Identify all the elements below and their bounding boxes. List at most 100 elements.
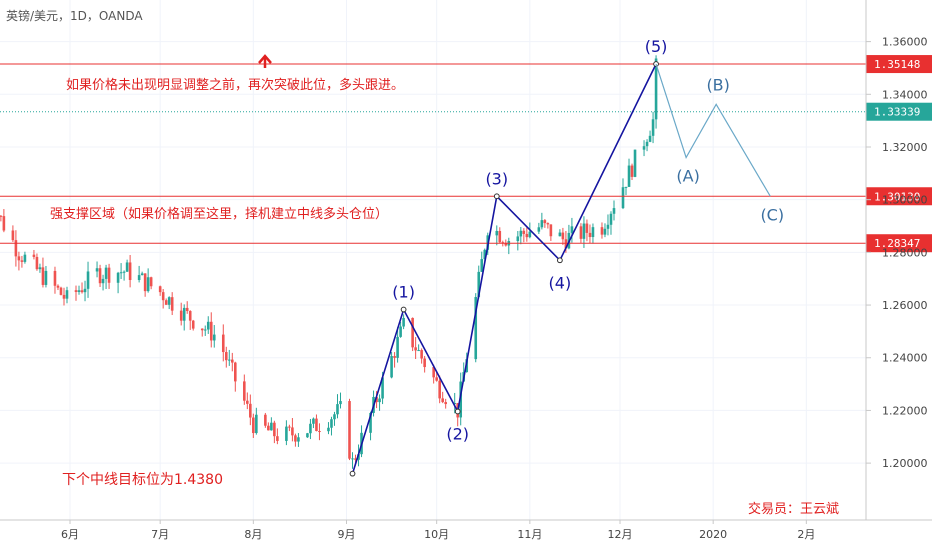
candle-body <box>582 223 586 239</box>
x-tick-label: 12月 <box>608 528 633 541</box>
candle-body <box>645 141 649 147</box>
x-tick-label: 2月 <box>797 528 815 541</box>
candle-body <box>95 268 99 272</box>
candle-body <box>444 402 447 405</box>
candle-body <box>276 436 279 441</box>
wave-label: (1) <box>392 283 415 302</box>
candle-body <box>273 422 276 437</box>
candle-body <box>540 220 544 228</box>
candle-body <box>35 256 39 270</box>
y-tick-label: 1.34000 <box>882 88 928 101</box>
candle-body <box>98 268 102 284</box>
wave-point <box>349 470 356 477</box>
time-axis[interactable]: 6月 7月 8月 9月 10月 11月 12月 2020 2月 <box>61 520 815 541</box>
candle-body <box>519 230 523 237</box>
wave-label: (4) <box>549 273 572 292</box>
candle-body <box>122 271 126 273</box>
candle-body <box>212 334 216 341</box>
candle-body <box>483 249 487 260</box>
candle-body <box>0 215 3 217</box>
candle-body <box>65 290 69 299</box>
candle-body <box>246 400 249 404</box>
price-axis[interactable]: 1.36000 1.34000 1.32000 1.30000 1.28000 1.260… <box>866 36 928 471</box>
candle-body <box>17 256 21 261</box>
candle-body <box>252 417 255 434</box>
y-tick-label: 1.28000 <box>882 246 928 259</box>
candle-body <box>315 418 318 432</box>
candle-body <box>230 359 234 363</box>
candle-body <box>348 401 351 459</box>
x-tick-label: 6月 <box>61 528 79 541</box>
candle-body <box>80 290 84 293</box>
x-tick-label: 9月 <box>338 528 356 541</box>
candle-body <box>528 231 532 238</box>
candle-body <box>137 275 141 281</box>
y-tick-label: 1.26000 <box>882 299 928 312</box>
y-tick-label: 1.22000 <box>882 404 928 417</box>
candle-body <box>516 236 520 242</box>
correction-label: (B) <box>706 75 729 94</box>
candle-body <box>128 262 132 281</box>
candle-body <box>543 220 547 224</box>
candle-body <box>86 271 90 289</box>
candle-body <box>369 412 372 433</box>
wave-labels: (1) (2) (3) (4) (5) (A) (B) (C) <box>392 37 784 443</box>
level-label: 1.30130 <box>874 190 920 203</box>
candle-body <box>125 262 129 272</box>
x-tick-label: 7月 <box>151 528 169 541</box>
candle-body <box>588 232 592 238</box>
candle-body <box>402 317 405 327</box>
candle-body <box>558 232 562 237</box>
candle-body <box>158 286 162 293</box>
candle-body <box>612 208 616 214</box>
elliott-waves <box>349 61 771 477</box>
candle-body <box>140 273 144 276</box>
candle-body <box>495 230 499 236</box>
candle-body <box>38 267 42 270</box>
candle-body <box>504 242 508 246</box>
candle-body <box>297 437 300 442</box>
y-tick-label: 1.30000 <box>882 194 928 207</box>
candle-body <box>459 381 463 418</box>
trader-label: 交易员：王云斌 <box>748 501 839 517</box>
candle-body <box>474 297 478 360</box>
wave-point <box>556 257 563 264</box>
y-tick-label: 1.20000 <box>882 457 928 470</box>
candle-body <box>393 356 396 358</box>
y-tick-label: 1.36000 <box>882 36 928 49</box>
candle-body <box>498 230 502 243</box>
candle-body <box>606 224 610 229</box>
candle-body <box>119 272 123 274</box>
level-label: 1.35148 <box>874 58 920 71</box>
correction-label: (A) <box>676 167 699 186</box>
candle-body <box>642 146 646 150</box>
candle-body <box>525 233 529 238</box>
wave-label: (5) <box>645 37 668 56</box>
candle-body <box>438 380 441 399</box>
candle-body <box>423 358 426 368</box>
candle-body <box>83 288 87 293</box>
candle-body <box>477 271 481 298</box>
candle-body <box>23 254 27 262</box>
candle-body <box>330 419 333 428</box>
candle-body <box>411 317 414 348</box>
candle-body <box>435 377 438 381</box>
candle-body <box>417 350 420 352</box>
candle-body <box>164 300 168 305</box>
candle-body <box>62 294 66 299</box>
x-tick-label: 10月 <box>424 528 449 541</box>
candle-body <box>56 285 60 288</box>
correction-label: (C) <box>760 205 784 224</box>
wave-point <box>400 306 407 313</box>
candle-body <box>390 356 393 378</box>
candle-body <box>227 359 231 361</box>
candles <box>0 55 658 469</box>
candle-body <box>32 254 36 257</box>
level-tag <box>866 55 932 74</box>
y-tick-label: 1.32000 <box>882 141 928 154</box>
candle-body <box>185 307 189 312</box>
candle-body <box>549 224 553 237</box>
candle-body <box>441 398 444 403</box>
candle-body <box>354 458 357 460</box>
